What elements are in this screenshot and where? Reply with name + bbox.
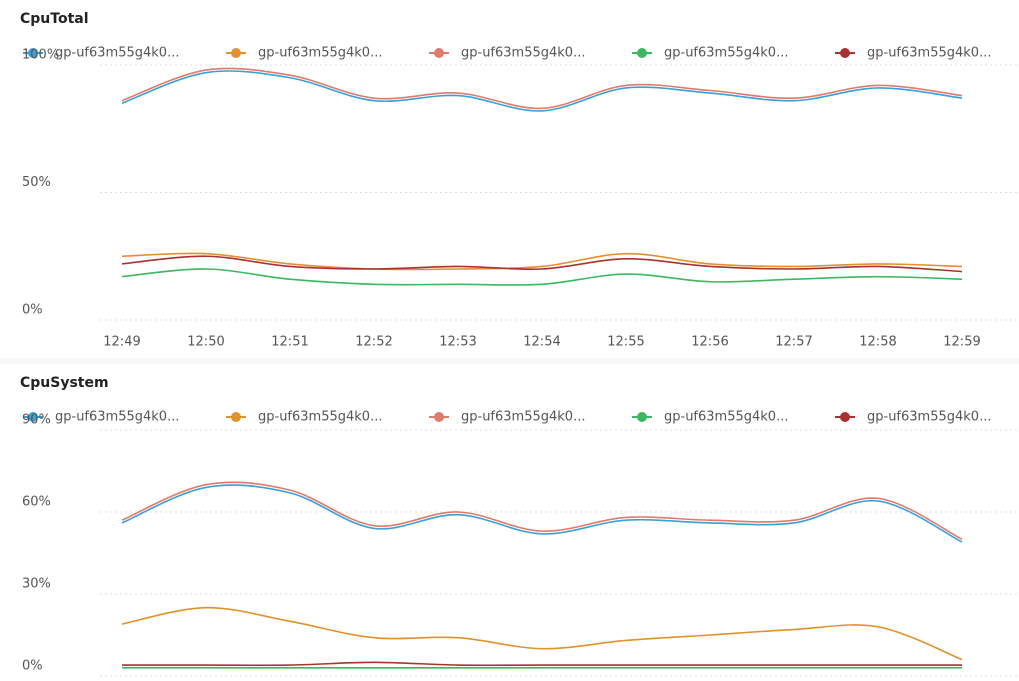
- x-tick-label: 12:55: [607, 335, 644, 350]
- x-tick-label: 12:51: [271, 335, 308, 350]
- y-tick-label: 50%: [22, 175, 51, 190]
- x-tick-label: 12:54: [523, 335, 560, 350]
- panel: [0, 0, 1019, 358]
- y-tick-label: 30%: [22, 577, 51, 592]
- x-tick-label: 12:59: [943, 335, 980, 350]
- y-tick-label: 0%: [22, 303, 43, 318]
- series-line: [121, 606, 963, 661]
- legend-label: gp-uf63m55g4k0...: [258, 46, 382, 61]
- series-line: [121, 255, 963, 273]
- x-tick-label: 12:49: [103, 335, 140, 350]
- x-tick-label: 12:56: [691, 335, 728, 350]
- x-tick-label: 12:53: [439, 335, 476, 350]
- x-tick-label: 12:50: [187, 335, 224, 350]
- x-tick-label: 12:57: [775, 335, 812, 350]
- legend-label: gp-uf63m55g4k0...: [867, 410, 991, 425]
- legend-label: gp-uf63m55g4k0...: [258, 410, 382, 425]
- y-tick-label: 90%: [22, 413, 51, 428]
- x-tick-label: 12:58: [859, 335, 896, 350]
- legend-label: gp-uf63m55g4k0...: [664, 46, 788, 61]
- panel-title: CpuSystem: [20, 375, 109, 391]
- legend-label: gp-uf63m55g4k0...: [461, 410, 585, 425]
- series-line: [121, 252, 963, 271]
- legend-label: gp-uf63m55g4k0...: [461, 46, 585, 61]
- legend-label: gp-uf63m55g4k0...: [664, 410, 788, 425]
- series-line: [121, 67, 963, 110]
- y-tick-label: 0%: [22, 659, 43, 674]
- series-line: [121, 481, 963, 541]
- y-tick-label: 60%: [22, 495, 51, 510]
- legend-label: gp-uf63m55g4k0...: [55, 410, 179, 425]
- panel-title: CpuTotal: [20, 11, 89, 27]
- series-line: [121, 268, 963, 286]
- x-tick-label: 12:52: [355, 335, 392, 350]
- y-tick-label: 100%: [22, 48, 59, 63]
- series-line: [121, 70, 963, 112]
- series-line: [121, 484, 963, 543]
- legend-label: gp-uf63m55g4k0...: [867, 46, 991, 61]
- legend-label: gp-uf63m55g4k0...: [55, 46, 179, 61]
- series-line: [121, 661, 962, 667]
